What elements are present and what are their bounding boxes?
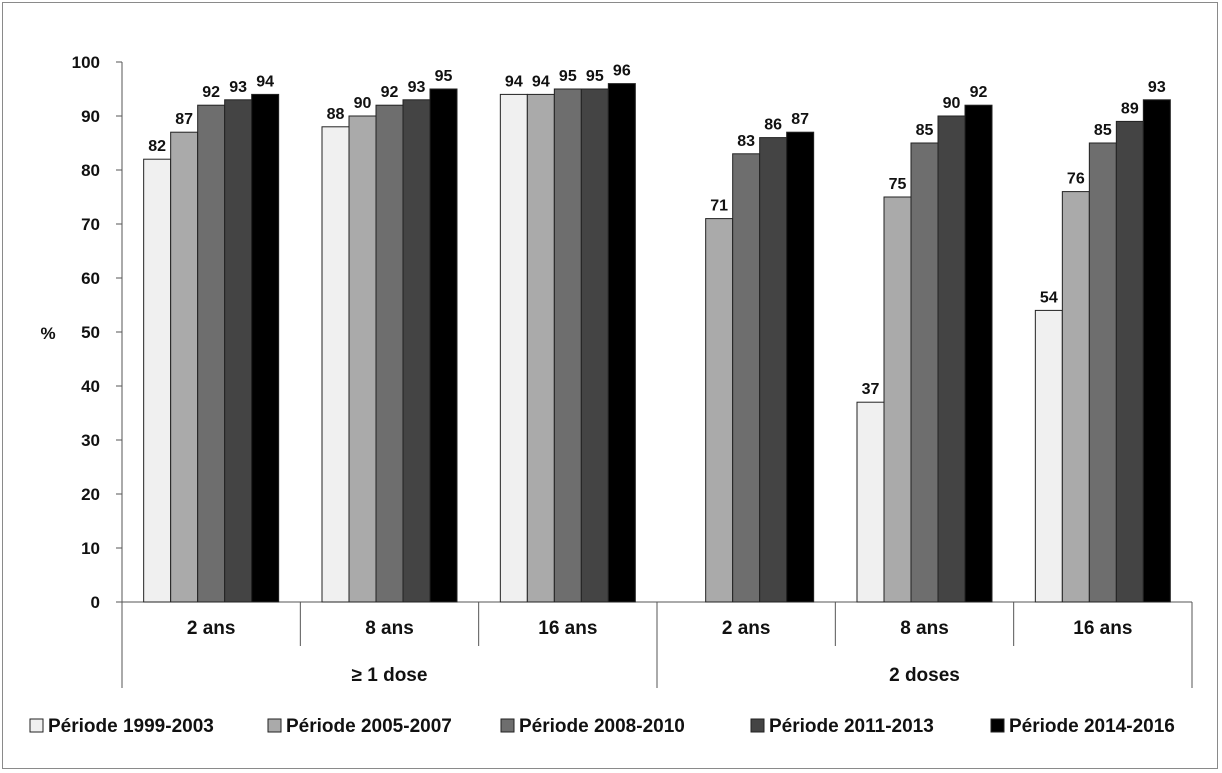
bar <box>321 126 350 603</box>
legend-label: Période 2005-2007 <box>286 716 452 737</box>
x-category-label: 16 ans <box>1073 618 1132 639</box>
bar <box>1034 309 1063 603</box>
data-label: 85 <box>1094 122 1112 139</box>
x-group-label: 2 doses <box>889 665 960 686</box>
data-label: 75 <box>889 176 907 193</box>
data-label: 54 <box>1040 289 1058 306</box>
y-tick-label: 30 <box>81 431 100 450</box>
data-label: 90 <box>943 95 961 112</box>
data-label: 92 <box>970 84 988 101</box>
legend-swatch <box>267 718 282 733</box>
y-tick-label: 70 <box>81 215 100 234</box>
data-label: 94 <box>256 73 274 90</box>
bar <box>910 142 939 603</box>
bar <box>251 93 280 603</box>
bar <box>964 104 993 603</box>
y-tick-label: 40 <box>81 377 100 396</box>
x-category-label: 2 ans <box>187 618 236 639</box>
bar <box>375 104 404 603</box>
bar <box>224 99 253 603</box>
data-label: 93 <box>408 79 426 96</box>
bar-series <box>143 83 1171 603</box>
y-tick-label: 80 <box>81 161 100 180</box>
data-label: 83 <box>737 133 755 150</box>
data-label: 95 <box>586 68 604 85</box>
data-label: 87 <box>791 111 809 128</box>
x-axis: 2 ans 8 ans 16 ans ≥ 1 dose 2 ans 8 ans 16 ans… <box>121 601 1193 688</box>
data-label: 93 <box>1148 79 1166 96</box>
data-label: 85 <box>916 122 934 139</box>
data-labels: 82 87 92 93 94 88 90 92 93 95 94 94 95 95 96 71 83 86 87 37… <box>148 63 1166 399</box>
bar <box>1142 99 1171 603</box>
bar <box>429 88 458 603</box>
data-label: 92 <box>381 84 399 101</box>
data-label: 88 <box>327 106 345 123</box>
y-tick-label: 50 <box>81 323 100 342</box>
y-tick-label: 10 <box>81 539 100 558</box>
bar <box>197 104 226 603</box>
data-label: 86 <box>764 117 782 134</box>
x-category-label: 16 ans <box>538 618 597 639</box>
x-category-label: 8 ans <box>900 618 949 639</box>
x-category-label: 8 ans <box>365 618 414 639</box>
legend-label: Période 2008-2010 <box>519 716 685 737</box>
bar <box>856 401 885 603</box>
bar <box>1115 120 1144 603</box>
bar <box>732 153 761 603</box>
data-label: 82 <box>148 138 166 155</box>
bar <box>499 93 528 603</box>
bar <box>526 93 555 603</box>
bar <box>553 88 582 603</box>
bar <box>786 131 815 603</box>
x-category-label: 2 ans <box>722 618 771 639</box>
x-group-label: ≥ 1 dose <box>352 665 428 686</box>
legend: Période 1999-2003 Période 2005-2007 Périod… <box>29 716 1175 737</box>
y-tick-label: 60 <box>81 269 100 288</box>
legend-swatch <box>500 718 515 733</box>
legend-swatch <box>750 718 765 733</box>
legend-label: Période 2014-2016 <box>1009 716 1175 737</box>
legend-label: Période 1999-2003 <box>48 716 214 737</box>
legend-swatch <box>29 718 44 733</box>
y-tick-label: 20 <box>81 485 100 504</box>
bar <box>580 88 609 603</box>
data-label: 95 <box>559 68 577 85</box>
y-tick-label: 100 <box>72 53 100 72</box>
bar <box>348 115 377 603</box>
data-label: 87 <box>175 111 193 128</box>
bar <box>705 218 734 603</box>
bar <box>607 83 636 603</box>
data-label: 95 <box>435 68 453 85</box>
data-label: 76 <box>1067 171 1085 188</box>
bar <box>1088 142 1117 603</box>
y-tick-label: 0 <box>91 593 100 612</box>
legend-swatch <box>990 718 1005 733</box>
data-label: 96 <box>613 63 631 80</box>
bar <box>402 99 431 603</box>
data-label: 94 <box>505 73 523 90</box>
data-label: 71 <box>710 198 728 215</box>
y-axis: 0 10 20 30 40 50 60 70 80 90 100 <box>72 53 123 612</box>
bar <box>170 131 199 603</box>
bar <box>759 137 788 603</box>
data-label: 37 <box>862 381 880 398</box>
data-label: 94 <box>532 73 550 90</box>
data-label: 90 <box>354 95 372 112</box>
bar <box>1061 191 1090 603</box>
y-tick-label: 90 <box>81 107 100 126</box>
y-axis-label: % <box>40 324 55 343</box>
legend-label: Période 2011-2013 <box>769 716 934 737</box>
bar <box>143 158 172 603</box>
data-label: 92 <box>202 84 220 101</box>
data-label: 89 <box>1121 100 1139 117</box>
data-label: 93 <box>229 79 247 96</box>
bar <box>883 196 912 603</box>
bar <box>937 115 966 603</box>
